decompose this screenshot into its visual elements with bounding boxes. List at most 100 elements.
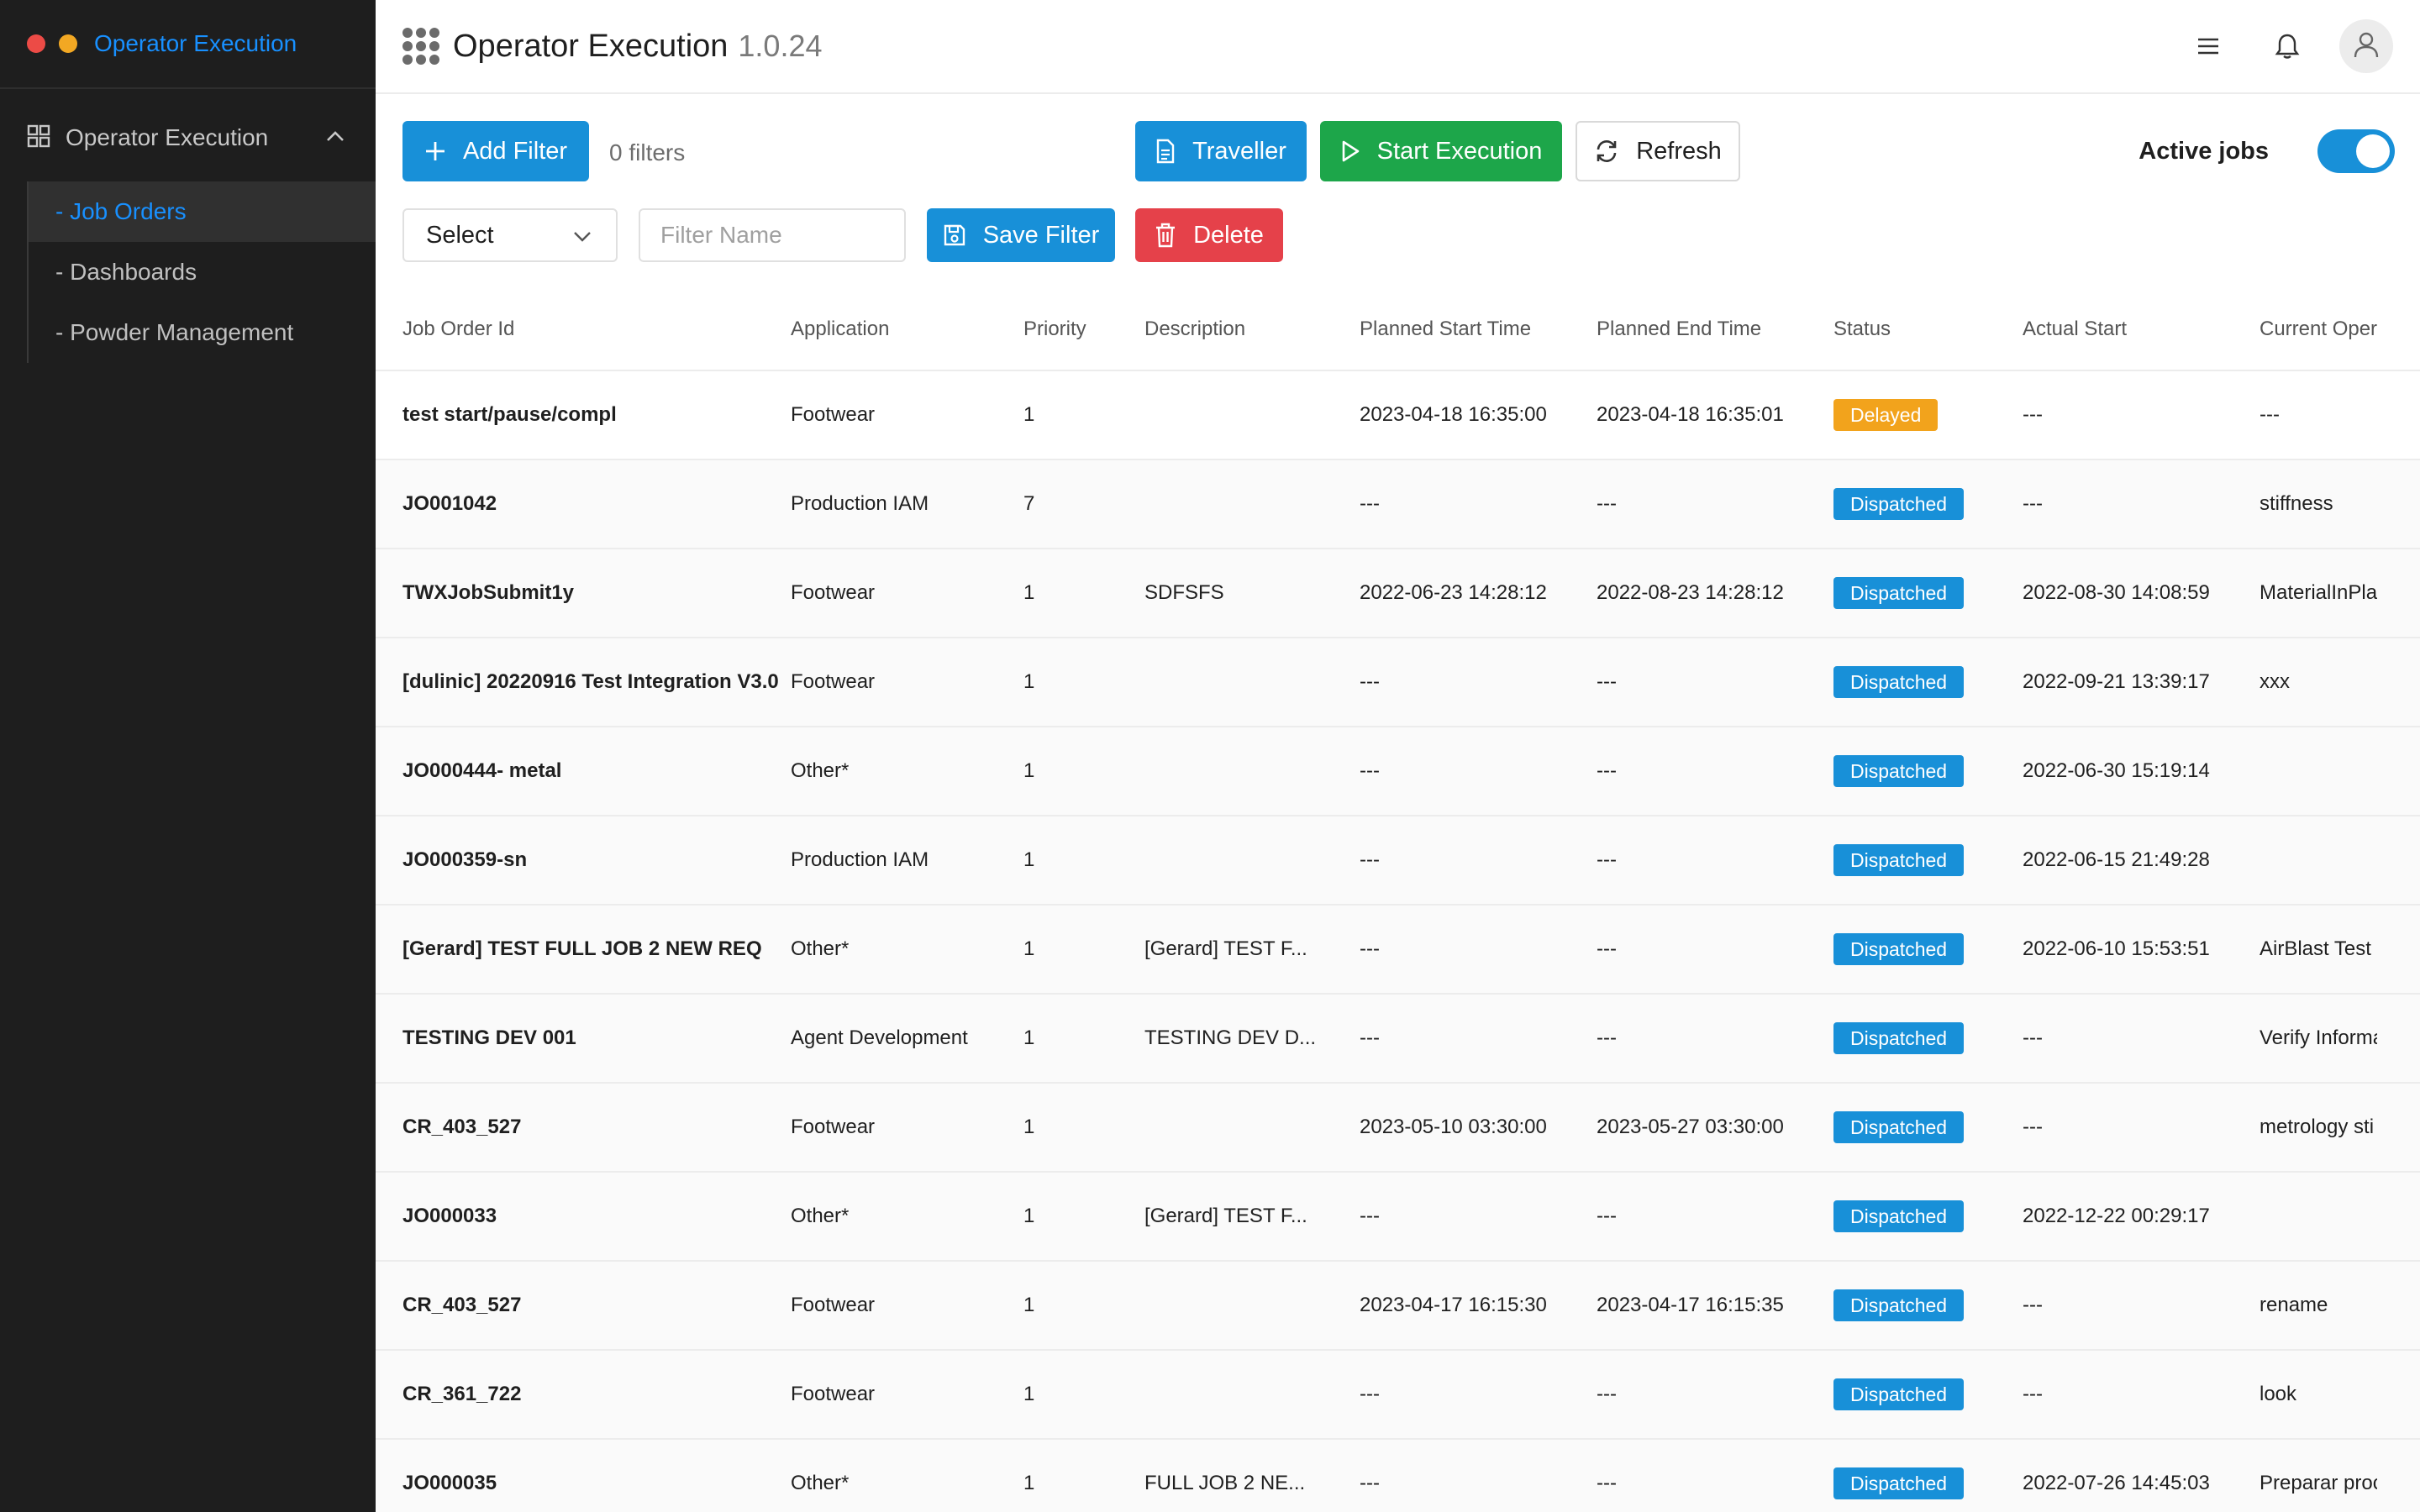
cell-application: Footwear bbox=[791, 1294, 876, 1316]
cell-planned-end: --- bbox=[1597, 937, 1617, 960]
column-header-actual-start[interactable]: Actual Start bbox=[2023, 318, 2128, 340]
active-jobs-label: Active jobs bbox=[2139, 138, 2269, 165]
table-row[interactable]: TWXJobSubmit1y Footwear 1 SDFSFS 2022-06-23 … bbox=[376, 549, 2420, 638]
filter-select[interactable]: Select bbox=[402, 208, 618, 262]
add-filter-label: Add Filter bbox=[462, 137, 568, 165]
hamburger-menu-icon[interactable] bbox=[2188, 26, 2228, 66]
apps-grid-icon[interactable] bbox=[402, 28, 439, 65]
active-jobs-toggle[interactable] bbox=[2317, 129, 2395, 173]
cell-job-order-id: CR_403_527 bbox=[402, 1116, 522, 1138]
cell-planned-start: 2023-05-10 03:30:00 bbox=[1360, 1116, 1547, 1138]
table-row[interactable]: JO000033 Other* 1 [Gerard] TEST F... --- --- D… bbox=[376, 1173, 2420, 1262]
cell-description: SDFSFS bbox=[1144, 581, 1224, 604]
cell-planned-start: 2023-04-18 16:35:00 bbox=[1360, 403, 1547, 426]
table-row[interactable]: [dulinic] 20220916 Test Integration V3.0… bbox=[376, 638, 2420, 727]
cell-job-order-id: JO001042 bbox=[402, 492, 497, 515]
document-icon bbox=[1155, 139, 1176, 164]
cell-planned-end: 2023-04-18 16:35:01 bbox=[1597, 403, 1784, 426]
column-header-job-order-id[interactable]: Job Order Id bbox=[402, 318, 515, 340]
refresh-icon bbox=[1594, 139, 1619, 164]
status-badge: Dispatched bbox=[1833, 1200, 1965, 1232]
cell-job-order-id: JO000444- metal bbox=[402, 759, 562, 782]
table-row[interactable]: JO000035 Other* 1 FULL JOB 2 NE... --- --- Dis… bbox=[376, 1440, 2420, 1512]
start-execution-button[interactable]: Start Execution bbox=[1320, 121, 1562, 181]
sidebar-submenu: - Job Orders - Dashboards - Powder Manag… bbox=[0, 181, 376, 363]
cell-planned-end: 2023-05-27 03:30:00 bbox=[1597, 1116, 1784, 1138]
column-header-current-operation[interactable]: Current Oper bbox=[2260, 318, 2377, 340]
column-header-priority[interactable]: Priority bbox=[1023, 318, 1086, 340]
sidebar-app-title[interactable]: Operator Execution bbox=[94, 30, 297, 56]
cell-status: Dispatched bbox=[1833, 1289, 2023, 1321]
sidebar-item-powder-management[interactable]: - Powder Management bbox=[55, 319, 294, 345]
cell-current-operation: Verify Informa bbox=[2260, 1026, 2377, 1049]
cell-actual-start: 2022-12-22 00:29:17 bbox=[2023, 1205, 2210, 1227]
bell-icon[interactable] bbox=[2267, 26, 2307, 66]
refresh-label: Refresh bbox=[1636, 137, 1722, 165]
refresh-button[interactable]: Refresh bbox=[1576, 121, 1740, 181]
cell-application: Footwear bbox=[791, 1116, 876, 1138]
traveller-button[interactable]: Traveller bbox=[1135, 121, 1307, 181]
table-row[interactable]: JO000444- metal Other* 1 --- --- Dispatched 20… bbox=[376, 727, 2420, 816]
cell-actual-start: --- bbox=[2023, 1383, 2043, 1405]
cell-application: Footwear bbox=[791, 670, 876, 693]
chevron-up-icon[interactable] bbox=[325, 129, 345, 147]
sidebar-item-dashboards[interactable]: - Dashboards bbox=[55, 259, 197, 285]
cell-priority: 1 bbox=[1023, 1383, 1035, 1405]
play-icon bbox=[1340, 139, 1360, 163]
column-header-planned-start[interactable]: Planned Start Time bbox=[1360, 318, 1532, 340]
status-badge: Delayed bbox=[1833, 399, 1939, 431]
user-icon bbox=[2353, 30, 2380, 63]
add-filter-button[interactable]: Add Filter bbox=[402, 121, 589, 181]
header-actions bbox=[2149, 19, 2393, 73]
column-header-status[interactable]: Status bbox=[1833, 318, 1891, 340]
column-header-planned-end[interactable]: Planned End Time bbox=[1597, 318, 1762, 340]
dashboard-grid-icon bbox=[27, 124, 50, 152]
cell-job-order-id: CR_361_722 bbox=[402, 1383, 522, 1405]
cell-application: Footwear bbox=[791, 581, 876, 604]
table-row[interactable]: JO001042 Production IAM 7 --- --- Dispatched -… bbox=[376, 460, 2420, 549]
chevron-down-icon bbox=[572, 225, 592, 253]
sidebar-section-label: Operator Execution bbox=[66, 124, 269, 150]
window-close-dot[interactable] bbox=[27, 34, 45, 53]
cell-planned-start: --- bbox=[1360, 1026, 1380, 1049]
job-orders-table: Job Order Id Application Priority Descri… bbox=[376, 289, 2420, 1512]
cell-planned-start: --- bbox=[1360, 670, 1380, 693]
cell-planned-end: --- bbox=[1597, 848, 1617, 871]
cell-status: Delayed bbox=[1833, 399, 2023, 431]
cell-planned-start: --- bbox=[1360, 1383, 1380, 1405]
start-execution-label: Start Execution bbox=[1376, 137, 1543, 165]
delete-button[interactable]: Delete bbox=[1135, 208, 1283, 262]
cell-priority: 1 bbox=[1023, 759, 1035, 782]
table-row[interactable]: TESTING DEV 001 Agent Development 1 TESTING… bbox=[376, 995, 2420, 1084]
column-header-application[interactable]: Application bbox=[791, 318, 890, 340]
cell-planned-start: --- bbox=[1360, 848, 1380, 871]
table-row[interactable]: CR_361_722 Footwear 1 --- --- Dispatched --- lo… bbox=[376, 1351, 2420, 1440]
save-filter-button[interactable]: Save Filter bbox=[927, 208, 1115, 262]
sidebar-section-operator-execution[interactable]: Operator Execution bbox=[0, 94, 376, 181]
cell-job-order-id: [Gerard] TEST FULL JOB 2 NEW REQ bbox=[402, 937, 762, 960]
user-avatar[interactable] bbox=[2339, 19, 2393, 73]
cell-planned-start: 2022-06-23 14:28:12 bbox=[1360, 581, 1547, 604]
status-badge: Dispatched bbox=[1833, 1289, 1965, 1321]
cell-planned-start: --- bbox=[1360, 492, 1380, 515]
sidebar-item-job-orders[interactable]: - Job Orders bbox=[29, 181, 376, 242]
table-row[interactable]: [Gerard] TEST FULL JOB 2 NEW REQ Other* 1 [… bbox=[376, 906, 2420, 995]
column-header-description[interactable]: Description bbox=[1144, 318, 1246, 340]
cell-application: Other* bbox=[791, 937, 850, 960]
table-row[interactable]: CR_403_527 Footwear 1 2023-04-17 16:15:30 20… bbox=[376, 1262, 2420, 1351]
window-minimize-dot[interactable] bbox=[59, 34, 77, 53]
filter-name-input[interactable] bbox=[639, 208, 906, 262]
cell-status: Dispatched bbox=[1833, 755, 2023, 787]
cell-actual-start: 2022-06-30 15:19:14 bbox=[2023, 759, 2210, 782]
table-row[interactable]: CR_403_527 Footwear 1 2023-05-10 03:30:00 20… bbox=[376, 1084, 2420, 1173]
cell-priority: 1 bbox=[1023, 1205, 1035, 1227]
table-row[interactable]: JO000359-sn Production IAM 1 --- --- Dispatch… bbox=[376, 816, 2420, 906]
cell-priority: 1 bbox=[1023, 581, 1035, 604]
cell-priority: 1 bbox=[1023, 1026, 1035, 1049]
cell-priority: 1 bbox=[1023, 1116, 1035, 1138]
cell-actual-start: 2022-09-21 13:39:17 bbox=[2023, 670, 2210, 693]
cell-actual-start: 2022-08-30 14:08:59 bbox=[2023, 581, 2210, 604]
cell-status: Dispatched bbox=[1833, 933, 2023, 965]
table-row[interactable]: test start/pause/compl Footwear 1 2023-04-1… bbox=[376, 371, 2420, 460]
cell-actual-start: --- bbox=[2023, 1116, 2043, 1138]
